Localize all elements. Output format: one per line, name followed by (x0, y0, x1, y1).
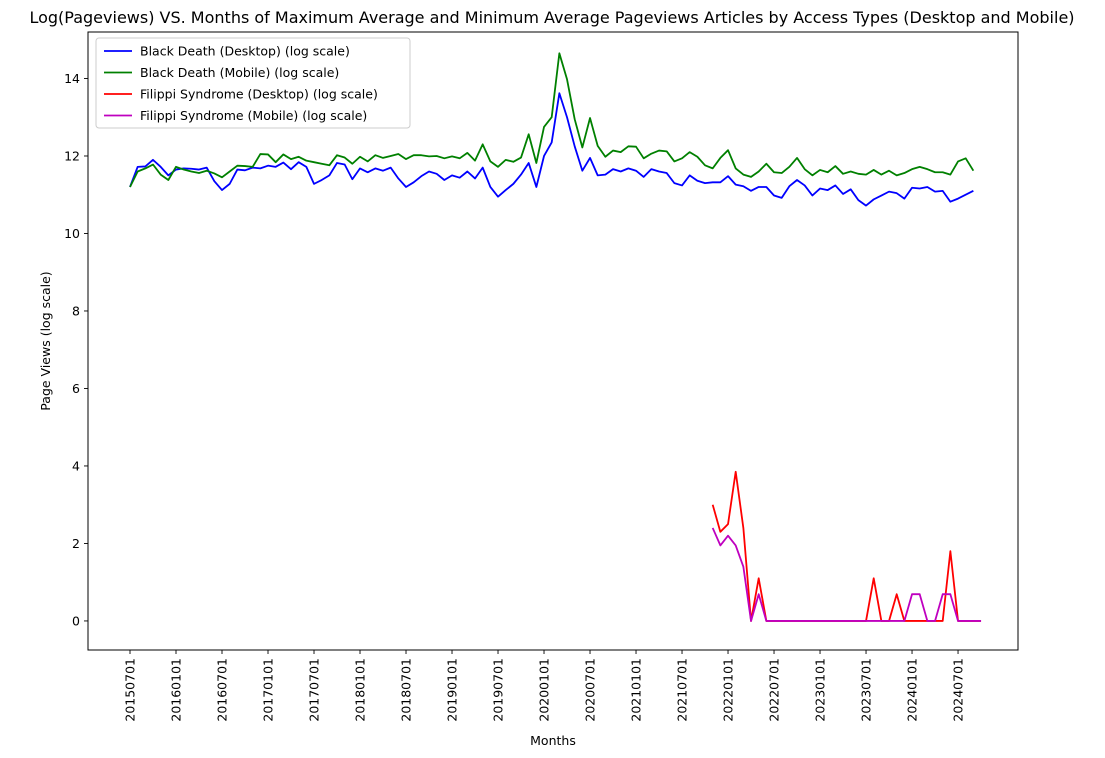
legend: Black Death (Desktop) (log scale) Black D… (95, 37, 411, 129)
x-tick-label: 20160101 (169, 658, 184, 722)
x-tick-label: 20230101 (813, 658, 828, 722)
series-line-4 (711, 527, 982, 622)
x-tick-label: 20200101 (537, 658, 552, 722)
x-tick-label: 20210101 (629, 658, 644, 722)
series-line-2 (129, 52, 975, 188)
x-tick-label: 20160701 (215, 658, 230, 722)
legend-label: Black Death (Mobile) (log scale) (140, 65, 339, 80)
y-axis-label: Page Views (log scale) (38, 271, 53, 410)
legend-label: Filippi Syndrome (Desktop) (log scale) (140, 87, 378, 102)
x-tick-label: 20170701 (307, 658, 322, 722)
x-tick-label: 20190101 (445, 658, 460, 722)
x-tick-label: 20200701 (583, 658, 598, 722)
x-tick-label: 20180101 (353, 658, 368, 722)
y-tick-label: 8 (72, 303, 80, 318)
legend-label: Black Death (Desktop) (log scale) (140, 44, 350, 59)
x-tick-label: 20240101 (905, 658, 920, 722)
x-tick-label: 20220701 (767, 658, 782, 722)
legend-box (95, 37, 411, 129)
x-tick-label: 20220101 (721, 658, 736, 722)
series-lines (129, 52, 982, 622)
x-tick-label: 20150701 (123, 658, 138, 722)
y-tick-label: 6 (72, 381, 80, 396)
x-axis-label: Months (530, 733, 576, 748)
x-tick-label: 20210701 (675, 658, 690, 722)
x-tick-label: 20230701 (859, 658, 874, 722)
y-tick-label: 12 (64, 148, 80, 163)
x-axis: 20150701 20160101 20160701 20170101 20170701… (123, 650, 966, 722)
legend-label: Filippi Syndrome (Mobile) (log scale) (140, 108, 367, 123)
x-tick-label: 20240701 (951, 658, 966, 722)
y-tick-label: 2 (72, 536, 80, 551)
y-axis: 0 2 4 6 8 10 12 14 (64, 71, 88, 628)
y-tick-label: 0 (72, 613, 80, 628)
x-tick-label: 20190701 (491, 658, 506, 722)
y-tick-label: 14 (64, 71, 80, 86)
x-tick-label: 20180701 (399, 658, 414, 722)
chart-title: Log(Pageviews) VS. Months of Maximum Ave… (29, 8, 1074, 27)
y-tick-label: 4 (72, 458, 80, 473)
series-line-1 (129, 92, 974, 207)
x-tick-label: 20170101 (261, 658, 276, 722)
y-tick-label: 10 (64, 226, 80, 241)
